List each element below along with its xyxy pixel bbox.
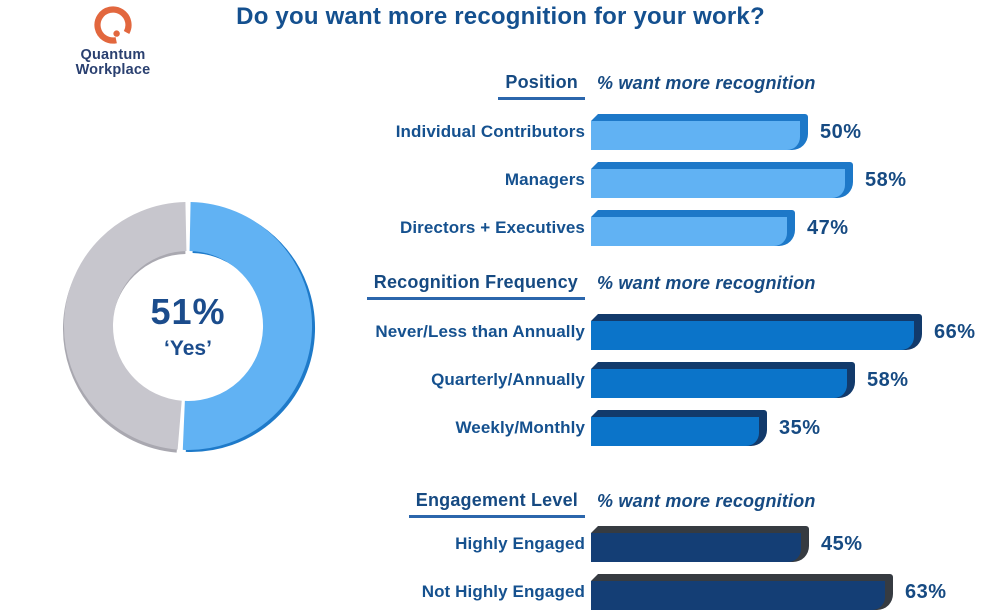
section-header: Engagement Level % want more recognition (0, 482, 1001, 518)
bar-section: Engagement Level % want more recognition… (0, 482, 1001, 616)
bar-fill (591, 369, 847, 398)
bar-row: Quarterly/Annually 58% (0, 356, 1001, 404)
bar (591, 314, 922, 350)
bar-section: Recognition Frequency % want more recogn… (0, 264, 1001, 452)
bar-value: 35% (779, 416, 821, 439)
bar-section: Position % want more recognition Individ… (0, 64, 1001, 252)
section-subtitle: % want more recognition (597, 73, 816, 93)
logo-mark-icon (94, 6, 132, 44)
bar-row: Highly Engaged 45% (0, 520, 1001, 568)
logo-text: Quantum Workplace (76, 48, 151, 78)
bar-value: 58% (867, 368, 909, 391)
section-rows: Highly Engaged 45% Not Highly Engaged 63… (0, 520, 1001, 616)
section-subtitle: % want more recognition (597, 491, 816, 511)
bar-value: 58% (865, 168, 907, 191)
logo-line-1: Quantum (80, 47, 146, 63)
bar-label: Directors + Executives (399, 218, 585, 237)
bar-value: 66% (934, 320, 976, 343)
bar-value: 45% (821, 532, 863, 555)
bar-label: Quarterly/Annually (431, 370, 585, 389)
bar-label: Highly Engaged (455, 534, 585, 553)
bar-fill (591, 321, 914, 350)
bar-row: Directors + Executives 47% (0, 204, 1001, 252)
donut-ring (64, 202, 312, 450)
infographic-root: Quantum Workplace Do you want more recog… (58, 3, 975, 610)
donut-slice-yes (182, 202, 312, 450)
bar-row: Individual Contributors 50% (0, 108, 1001, 156)
bar-row: Weekly/Monthly 35% (0, 404, 1001, 452)
section-rows: Individual Contributors 50% Managers 58%… (0, 108, 1001, 252)
bar-label: Not Highly Engaged (421, 582, 585, 601)
bar-row: Managers 58% (0, 156, 1001, 204)
page-title: Do you want more recognition for your wo… (236, 3, 765, 30)
bar-fill (591, 121, 800, 150)
bar-value: 50% (820, 120, 862, 143)
bar (591, 162, 853, 198)
bar-fill (591, 417, 759, 446)
bar (591, 362, 855, 398)
section-header: Position % want more recognition (0, 64, 1001, 100)
bar-fill (591, 169, 845, 198)
bar-fill (591, 533, 801, 562)
section-header: Recognition Frequency % want more recogn… (0, 264, 1001, 300)
donut-slice-no (64, 202, 188, 450)
bar-label: Individual Contributors (395, 122, 585, 141)
bar-value: 47% (807, 216, 849, 239)
bar-row: Never/Less than Annually 66% (0, 308, 1001, 356)
bar-fill (591, 217, 787, 246)
bar-label: Never/Less than Annually (375, 322, 585, 341)
bar-label: Weekly/Monthly (455, 418, 585, 437)
section-title: Engagement Level (408, 490, 585, 518)
bar (591, 114, 808, 150)
bar-label: Managers (504, 170, 585, 189)
bar (591, 210, 795, 246)
bar-row: Not Highly Engaged 63% (0, 568, 1001, 616)
logo-line-2: Workplace (75, 62, 151, 78)
quantum-workplace-logo: Quantum Workplace (58, 5, 168, 78)
section-subtitle: % want more recognition (597, 273, 816, 293)
section-title: Position (498, 72, 585, 100)
bar-sections: Position % want more recognition Individ… (0, 64, 1001, 616)
bar-fill (591, 581, 885, 610)
section-title: Recognition Frequency (366, 272, 585, 300)
bar (591, 410, 767, 446)
section-rows: Never/Less than Annually 66% Quarterly/A… (0, 308, 1001, 452)
bar (591, 526, 809, 562)
bar (591, 574, 893, 610)
bar-value: 63% (905, 580, 947, 603)
